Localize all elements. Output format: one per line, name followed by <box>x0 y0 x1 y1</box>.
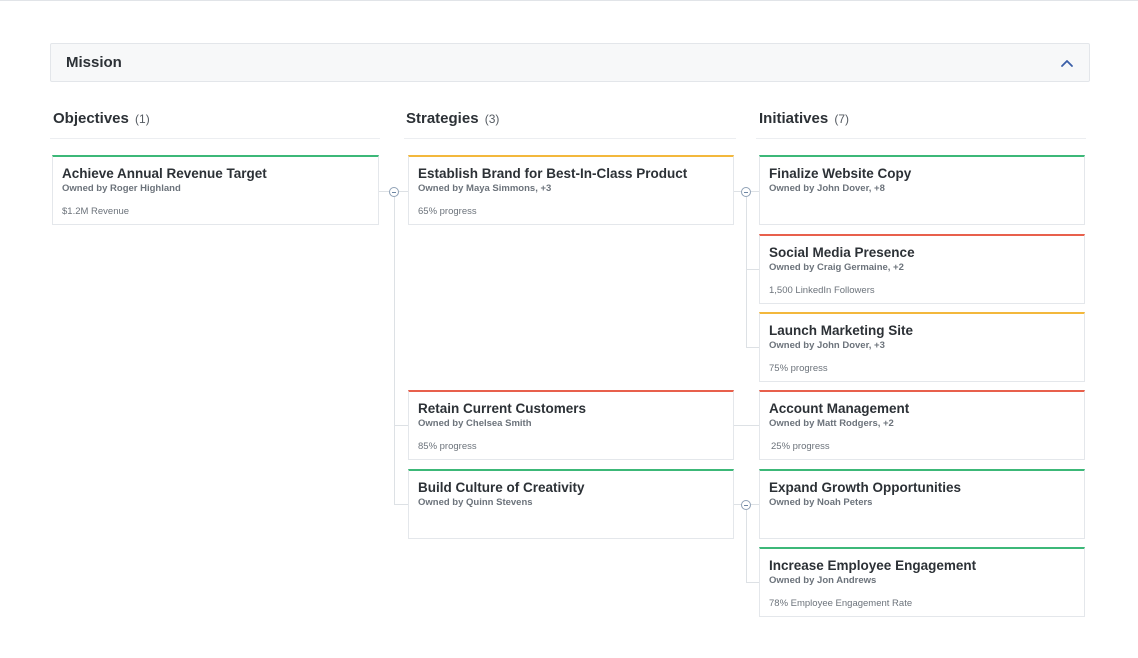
card-metric: 65% progress <box>418 206 477 217</box>
initiative-card[interactable]: Increase Employee Engagement Owned by Jo… <box>759 547 1085 617</box>
top-divider <box>0 0 1138 1</box>
card-title: Establish Brand for Best-In-Class Produc… <box>418 166 688 181</box>
connector-line <box>394 197 395 505</box>
objective-card[interactable]: Achieve Annual Revenue Target Owned by R… <box>52 155 379 225</box>
card-owner: Owned by Chelsea Smith <box>418 418 532 429</box>
connector-line <box>398 191 408 192</box>
collapse-toggle-icon[interactable] <box>741 187 751 197</box>
strategy-card[interactable]: Build Culture of Creativity Owned by Qui… <box>408 469 734 539</box>
initiatives-header-divider <box>756 138 1086 139</box>
card-title: Account Management <box>769 401 910 416</box>
connector-line <box>746 347 759 348</box>
connector-line <box>379 191 389 192</box>
mission-panel-header[interactable]: Mission <box>50 43 1090 82</box>
card-owner: Owned by Maya Simmons, +3 <box>418 183 552 194</box>
card-owner: Owned by Jon Andrews <box>769 575 877 586</box>
connector-line <box>751 504 759 505</box>
initiatives-label: Initiatives <box>759 110 829 127</box>
connector-line <box>751 191 759 192</box>
collapse-toggle-icon[interactable] <box>389 187 399 197</box>
card-title: Increase Employee Engagement <box>769 558 977 573</box>
card-title: Finalize Website Copy <box>769 166 912 181</box>
connector-line <box>746 510 747 583</box>
strategies-column-header: Strategies (3) <box>406 110 499 127</box>
connector-line <box>746 269 759 270</box>
card-owner: Owned by John Dover, +3 <box>769 340 885 351</box>
card-metric: 75% progress <box>769 363 828 374</box>
card-metric: 85% progress <box>418 441 477 452</box>
card-metric: 1,500 LinkedIn Followers <box>769 285 875 296</box>
initiative-card[interactable]: Account Management Owned by Matt Rodgers… <box>759 390 1085 460</box>
initiative-card[interactable]: Social Media Presence Owned by Craig Ger… <box>759 234 1085 304</box>
connector-line <box>734 425 759 426</box>
card-owner: Owned by Noah Peters <box>769 497 873 508</box>
card-owner: Owned by Roger Highland <box>62 183 181 194</box>
initiatives-count: (7) <box>834 112 850 126</box>
objectives-label: Objectives <box>53 110 129 127</box>
objectives-count: (1) <box>135 112 150 126</box>
card-metric: 25% progress <box>771 441 830 452</box>
card-owner: Owned by Quinn Stevens <box>418 497 533 508</box>
connector-line <box>734 191 742 192</box>
collapse-toggle-icon[interactable] <box>741 500 751 510</box>
mission-title: Mission <box>66 54 122 71</box>
connector-line <box>394 425 408 426</box>
card-owner: Owned by Matt Rodgers, +2 <box>769 418 894 429</box>
objectives-column-header: Objectives (1) <box>53 110 150 127</box>
card-title: Launch Marketing Site <box>769 323 914 338</box>
initiative-card[interactable]: Finalize Website Copy Owned by John Dove… <box>759 155 1085 225</box>
strategy-card[interactable]: Retain Current Customers Owned by Chelse… <box>408 390 734 460</box>
strategies-label: Strategies <box>406 110 479 127</box>
initiative-card[interactable]: Expand Growth Opportunities Owned by Noa… <box>759 469 1085 539</box>
card-metric: $1.2M Revenue <box>62 206 130 217</box>
strategy-card[interactable]: Establish Brand for Best-In-Class Produc… <box>408 155 734 225</box>
card-metric: 78% Employee Engagement Rate <box>769 598 913 609</box>
connector-line <box>746 197 747 348</box>
card-title: Retain Current Customers <box>418 401 587 416</box>
connector-line <box>394 504 408 505</box>
strategies-count: (3) <box>484 112 500 126</box>
chevron-up-icon[interactable] <box>1059 57 1075 69</box>
card-owner: Owned by Craig Germaine, +2 <box>769 262 904 273</box>
card-title: Build Culture of Creativity <box>418 480 585 495</box>
card-title: Achieve Annual Revenue Target <box>62 166 267 181</box>
card-title: Social Media Presence <box>769 245 915 260</box>
strategies-header-divider <box>404 138 736 139</box>
card-title: Expand Growth Opportunities <box>769 480 961 495</box>
card-owner: Owned by John Dover, +8 <box>769 183 885 194</box>
connector-line <box>746 582 759 583</box>
objectives-header-divider <box>50 138 380 139</box>
connector-line <box>734 504 742 505</box>
initiative-card[interactable]: Launch Marketing Site Owned by John Dove… <box>759 312 1085 382</box>
initiatives-column-header: Initiatives (7) <box>759 110 849 127</box>
